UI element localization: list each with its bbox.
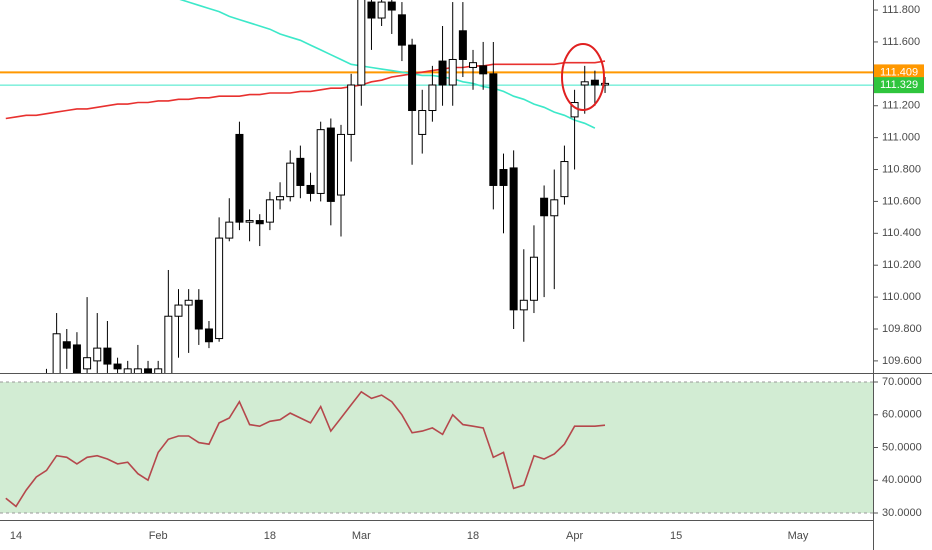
candle-body: [479, 65, 488, 75]
price-label-box: [874, 64, 924, 81]
x-tick-label: 18: [467, 530, 479, 542]
y-tick-label: 110.400: [882, 227, 921, 239]
candle-body: [519, 299, 528, 311]
candle-body: [235, 133, 244, 223]
highlight-circle: [561, 43, 605, 111]
indicator-line: [5, 60, 606, 120]
candle-body: [529, 256, 538, 301]
candle-body: [154, 368, 163, 373]
candle-body: [265, 199, 274, 223]
candle-body: [580, 81, 589, 86]
x-tick-label: May: [788, 530, 809, 542]
candle-body: [326, 127, 335, 202]
candle-body: [387, 1, 396, 11]
candle-body: [133, 368, 142, 373]
price-label: 111.329: [880, 79, 918, 91]
x-tick-label: 18: [264, 530, 276, 542]
candle-body: [499, 169, 508, 186]
candle-body: [204, 328, 213, 343]
candle-body: [184, 299, 193, 306]
candle-body: [52, 333, 61, 373]
x-tick-label: Feb: [149, 530, 168, 542]
candle-body: [316, 129, 325, 194]
candle-body: [225, 221, 234, 239]
candle-body: [347, 84, 356, 135]
x-tick-label: Mar: [352, 530, 371, 542]
candle-body: [276, 196, 285, 201]
candle-body: [306, 184, 315, 194]
price-label-box: [874, 77, 924, 94]
axes: 109.600 109.800 110.000 110.200 110.400 110.6…: [10, 4, 924, 542]
candle-body: [438, 60, 447, 86]
candle-body: [296, 157, 305, 186]
candle-body: [408, 44, 417, 112]
candle-body: [469, 62, 478, 68]
y-tick-label: 111.000: [882, 132, 920, 144]
y-tick-label: 110.600: [882, 195, 921, 207]
candle-body: [164, 315, 173, 373]
candle-body: [458, 30, 467, 60]
candle-body: [62, 341, 71, 349]
x-tick-label: 14: [10, 530, 22, 542]
candle-body: [489, 73, 498, 186]
indicator-line: [5, 390, 606, 508]
rsi-pane: [0, 381, 873, 514]
candle-body: [418, 110, 427, 135]
rsi-band: [0, 382, 873, 513]
candle-body: [560, 161, 569, 198]
candle-body: [255, 220, 264, 225]
y-tick-label: 109.800: [882, 323, 922, 335]
candle-body: [83, 357, 92, 370]
candle-body: [601, 82, 610, 86]
y-tick-label: 30.0000: [882, 507, 922, 519]
price-pane: [0, 0, 873, 380]
candle-body: [174, 304, 183, 317]
y-tick-label: 50.0000: [882, 441, 922, 453]
candle-body: [397, 14, 406, 46]
candle-body: [43, 377, 50, 380]
y-tick-label: 111.800: [882, 4, 920, 16]
y-tick-label: 110.200: [882, 259, 921, 271]
candle-body: [144, 368, 153, 373]
y-tick-label: 109.600: [882, 355, 922, 367]
candle-body: [428, 84, 437, 112]
y-tick-label: 110.800: [882, 163, 921, 175]
candle-body: [113, 363, 122, 370]
candle-body: [590, 79, 599, 86]
candle-body: [286, 162, 295, 198]
x-tick-label: 15: [670, 530, 682, 542]
candle-body: [509, 167, 518, 311]
candle-body: [357, 0, 366, 86]
candle-body: [215, 237, 224, 340]
price-label: 111.409: [880, 66, 918, 78]
y-tick-label: 60.0000: [882, 409, 922, 421]
y-tick-label: 111.200: [882, 100, 920, 112]
candle-body: [336, 133, 345, 196]
candle-body: [72, 344, 81, 373]
candle-body: [540, 197, 549, 217]
y-tick-label: 70.0000: [882, 376, 922, 388]
y-tick-label: 40.0000: [882, 474, 922, 486]
candle-body: [448, 58, 457, 86]
candle-body: [194, 299, 203, 330]
candle-body: [103, 347, 112, 365]
y-tick-label: 110.000: [882, 291, 921, 303]
candle-body: [93, 347, 102, 362]
y-tick-label: 111.600: [882, 36, 920, 48]
candle-body: [550, 199, 559, 217]
x-tick-label: Apr: [566, 530, 583, 542]
candle-body: [377, 1, 386, 19]
candle-body: [367, 1, 376, 19]
candle-body: [123, 368, 132, 373]
candle-body: [245, 220, 254, 223]
